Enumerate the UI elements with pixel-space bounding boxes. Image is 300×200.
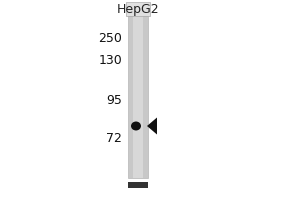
Bar [128, 16, 148, 178]
Text: 250: 250 [98, 31, 122, 45]
Bar [126, 2, 150, 16]
Text: 130: 130 [98, 53, 122, 66]
Bar [133, 16, 143, 178]
Bar [128, 182, 148, 188]
Text: 95: 95 [106, 94, 122, 106]
Polygon shape [147, 117, 157, 134]
Ellipse shape [131, 121, 141, 130]
Text: HepG2: HepG2 [117, 2, 159, 16]
Text: 72: 72 [106, 132, 122, 144]
